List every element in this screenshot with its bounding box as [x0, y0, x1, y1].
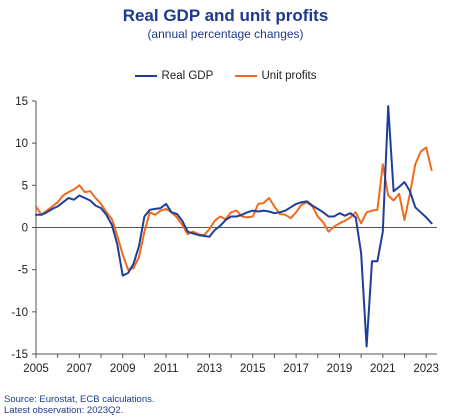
x-tick-label: 2011	[154, 363, 179, 375]
x-tick-label: 2021	[370, 363, 396, 375]
x-tick-label: 2007	[67, 363, 93, 375]
x-tick-label: 2013	[197, 363, 223, 375]
footer: Source: Eurostat, ECB calculations. Late…	[4, 394, 155, 416]
y-tick-label: 10	[15, 138, 28, 150]
series-line-real-gdp	[35, 105, 433, 348]
series-line-unit-profits	[35, 146, 433, 271]
legend-label-unit-profits: Unit profits	[261, 70, 317, 82]
legend-swatch-unit-profits	[234, 75, 257, 77]
x-tick-label: 2015	[240, 363, 266, 375]
chart-subtitle: (annual percentage changes)	[147, 27, 304, 41]
legend-item-real-gdp: Real GDP	[134, 70, 214, 82]
y-tick-label: 5	[22, 180, 28, 192]
y-tick-label: 15	[15, 96, 28, 108]
latest-observation-note: Latest observation: 2023Q2.	[4, 405, 124, 416]
y-tick-label: -5	[18, 265, 28, 277]
x-tick-label: 2023	[413, 363, 439, 375]
legend-item-unit-profits: Unit profits	[234, 70, 317, 82]
x-tick-label: 2019	[327, 363, 353, 375]
chart-title: Real GDP and unit profits	[122, 6, 329, 25]
x-tick-label: 2009	[110, 363, 136, 375]
x-tick-label: 2005	[23, 363, 49, 375]
legend-swatch-real-gdp	[134, 75, 157, 77]
source-note: Source: Eurostat, ECB calculations.	[4, 394, 155, 405]
legend-label-real-gdp: Real GDP	[161, 70, 214, 82]
x-tick-label: 2017	[283, 363, 309, 375]
y-tick-label: -10	[11, 307, 28, 319]
y-tick-label: 0	[22, 223, 28, 235]
y-tick-label: -15	[11, 349, 28, 361]
legend: Real GDP Unit profits	[0, 68, 451, 82]
